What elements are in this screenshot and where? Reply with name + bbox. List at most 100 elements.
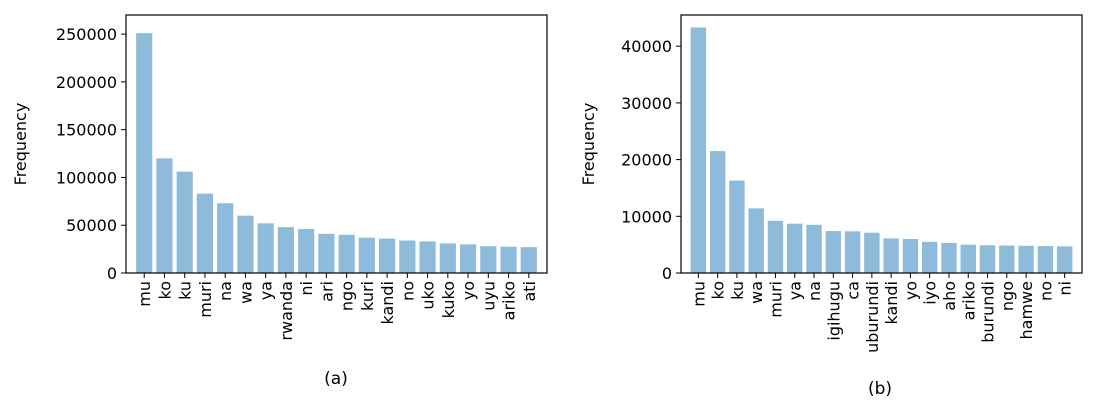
bar-ariko [500, 246, 517, 273]
x-tick-label: burundi [979, 281, 998, 343]
plot-frame [125, 14, 548, 274]
bar-ya [257, 223, 274, 273]
x-tick-label: rwanda [277, 281, 296, 341]
x-tick-label: ku [728, 281, 747, 300]
y-tick-label: 150000 [56, 121, 117, 140]
y-tick-label: 20000 [621, 151, 672, 170]
bar-uyu [480, 246, 497, 273]
bar-yo [902, 238, 919, 273]
bar-wa [748, 208, 764, 273]
x-tick-label: uko [419, 281, 438, 310]
x-tick-label: ariko [500, 281, 519, 320]
bar-iyo [921, 241, 938, 273]
x-tick-label: ni [297, 281, 316, 296]
y-axis-label: Frequency [579, 103, 598, 186]
y-tick-label: 100000 [56, 168, 117, 187]
bar-ko [709, 151, 726, 273]
x-tick-label: muri [766, 281, 785, 318]
x-tick-label: wa [747, 281, 766, 304]
x-tick-label: ko [155, 281, 174, 299]
x-tick-label: ca [844, 281, 863, 300]
x-tick-label: na [216, 281, 235, 301]
x-tick-label: wa [236, 281, 255, 304]
bar-ni [1056, 246, 1073, 273]
bar-ni [298, 229, 315, 273]
bar-ari [318, 233, 335, 273]
x-tick-label: yo [459, 281, 478, 300]
y-tick-label: 40000 [621, 37, 672, 56]
y-axis-label: Frequency [11, 103, 30, 186]
bar-na [217, 203, 234, 273]
bar-burundi [979, 245, 996, 273]
x-tick-label: kuri [358, 281, 377, 311]
bar-kandi [379, 238, 396, 273]
bar-ariko [960, 244, 976, 273]
x-tick-label: ati [520, 281, 539, 302]
x-tick-label: ngo [338, 281, 357, 311]
bar-muri [767, 220, 784, 273]
y-tick-label: 50000 [66, 216, 117, 235]
bar-kandi [883, 238, 899, 273]
chart-panel-a: mu ko ku muri na wa ya rwanda ni ari ngo kuri kandi n… [11, 14, 548, 389]
x-tick-label: yo [901, 281, 920, 300]
x-tick-label: ku [176, 281, 195, 300]
bar-kuri [358, 237, 375, 273]
bar-no [1037, 246, 1054, 273]
bar-muri [196, 193, 214, 273]
bar-yo [459, 244, 477, 273]
x-tick-label: no [1036, 281, 1055, 301]
x-tick-label: muri [196, 281, 215, 318]
bar-uburundi [864, 232, 880, 273]
x-tick-label: mu [135, 281, 154, 307]
x-tick-label: ya [786, 281, 805, 300]
x-tick-label: ni [1056, 281, 1075, 296]
x-tick-label: uyu [479, 281, 498, 311]
x-tick-label: kandi [882, 281, 901, 325]
x-tick-label: kandi [378, 281, 397, 325]
y-tick-label: 10000 [621, 207, 672, 226]
x-tick-label: ariko [959, 281, 978, 320]
panel-caption: (b) [868, 379, 892, 399]
bar-ya [787, 223, 803, 273]
x-tick-label: uburundi [863, 281, 882, 353]
bar-ko [156, 158, 173, 273]
bar-ngo [338, 234, 355, 273]
bar-ngo [999, 245, 1015, 273]
plot-frame [680, 14, 1083, 274]
bar-ati [520, 247, 537, 273]
x-tick-label: ya [257, 281, 276, 300]
x-tick-label: no [398, 281, 417, 301]
bar-hamwe [1018, 245, 1034, 273]
x-tick-label: ngo [998, 281, 1017, 311]
bar-ca [844, 231, 861, 273]
x-tick-label: iyo [921, 281, 940, 305]
y-tick-label: 0 [662, 264, 672, 283]
x-tick-label: aho [940, 281, 959, 311]
bar-mu [136, 33, 153, 273]
bar-no [399, 240, 416, 273]
bar-wa [237, 215, 254, 273]
x-tick-label: hamwe [1017, 281, 1036, 339]
y-tick-label: 30000 [621, 94, 672, 113]
bar-ku [176, 171, 193, 273]
bar-igihugu [825, 231, 842, 273]
bar-mu [690, 27, 707, 273]
x-tick-label: na [805, 281, 824, 301]
chart-panel-b: mu ko ku wa muri ya na igihugu ca uburundi kandi yo… [579, 14, 1083, 399]
bar-kuko [439, 243, 456, 273]
bar-ku [729, 180, 745, 273]
bar-uko [419, 241, 436, 273]
x-tick-label: mu [689, 281, 708, 307]
bar-na [806, 224, 822, 273]
y-tick-label: 250000 [56, 25, 117, 44]
x-tick-label: igihugu [824, 281, 843, 341]
bar-rwanda [277, 227, 294, 273]
x-tick-label: kuko [439, 281, 458, 318]
y-tick-label: 200000 [56, 73, 117, 92]
x-tick-label: ari [317, 281, 336, 302]
x-tick-label: ko [709, 281, 728, 299]
panel-caption: (a) [324, 369, 348, 389]
bar-aho [941, 242, 957, 273]
y-tick-label: 0 [107, 264, 117, 283]
